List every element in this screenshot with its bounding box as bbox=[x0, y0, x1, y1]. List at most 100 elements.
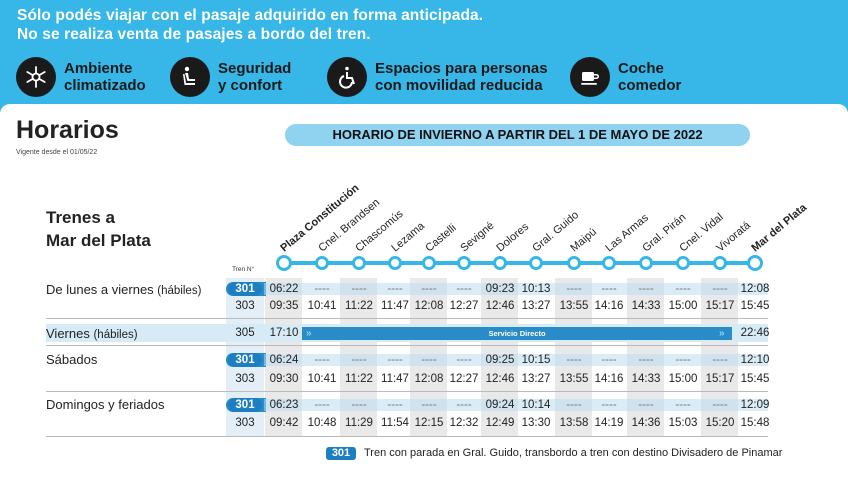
time-cell: 06:23 bbox=[269, 399, 299, 411]
time-cell: 12:32 bbox=[449, 417, 479, 429]
sundays-label: Domingos y feriados bbox=[46, 397, 165, 412]
row-highlight bbox=[264, 354, 768, 366]
time-cell: ---- bbox=[712, 399, 728, 411]
time-cell: 06:24 bbox=[269, 354, 299, 366]
time-cell: 15:00 bbox=[668, 373, 698, 385]
time-cell: 12:27 bbox=[449, 300, 479, 312]
seat-icon bbox=[170, 57, 210, 97]
route-line bbox=[284, 261, 754, 265]
time-cell: 10:41 bbox=[307, 300, 337, 312]
time-cell: ---- bbox=[566, 399, 582, 411]
time-cell: 09:25 bbox=[485, 354, 515, 366]
row-separator bbox=[46, 318, 768, 319]
time-cell: 12:15 bbox=[414, 417, 444, 429]
sundays-label-text: Domingos y feriados bbox=[46, 397, 165, 412]
time-cell: ---- bbox=[421, 399, 437, 411]
time-cell: ---- bbox=[675, 399, 691, 411]
train-badge: 301 bbox=[228, 353, 262, 367]
feature-accessibility-line2: con movilidad reducida bbox=[375, 77, 543, 94]
time-cell: 12:49 bbox=[485, 417, 515, 429]
time-cell: 10:48 bbox=[307, 417, 337, 429]
time-cell: ---- bbox=[601, 399, 617, 411]
time-cell: 09:23 bbox=[485, 283, 515, 295]
saturdays-label-text: Sábados bbox=[46, 352, 98, 367]
time-cell: ---- bbox=[314, 354, 330, 366]
station-stop bbox=[276, 255, 292, 271]
time-cell: 15:17 bbox=[705, 300, 735, 312]
route-title-line2: Mar del Plata bbox=[46, 231, 151, 250]
station-stop bbox=[493, 256, 507, 270]
time-cell: ---- bbox=[421, 354, 437, 366]
time-cell: 12:08 bbox=[414, 373, 444, 385]
banner-line-1: Sólo podés viajar con el pasaje adquirid… bbox=[17, 7, 484, 24]
page-title: Horarios bbox=[16, 116, 119, 144]
time-cell: 09:30 bbox=[269, 373, 299, 385]
info-banner: Sólo podés viajar con el pasaje adquirid… bbox=[0, 0, 848, 112]
time-cell: 15:20 bbox=[705, 417, 735, 429]
feature-accessibility-line1: Espacios para personas bbox=[375, 60, 548, 77]
time-cell: 14:36 bbox=[631, 417, 661, 429]
time-cell: ---- bbox=[387, 399, 403, 411]
time-cell: 12:09 bbox=[740, 399, 770, 411]
train-number: 305 bbox=[235, 327, 255, 339]
time-cell: 12:46 bbox=[485, 373, 515, 385]
time-cell: 14:16 bbox=[594, 373, 624, 385]
time-cell: ---- bbox=[351, 283, 367, 295]
station-stop bbox=[422, 256, 436, 270]
station-stop bbox=[676, 256, 690, 270]
time-cell: ---- bbox=[387, 283, 403, 295]
row-highlight bbox=[264, 399, 768, 411]
train-badge: 301 bbox=[228, 282, 262, 296]
time-cell: 06:22 bbox=[269, 283, 299, 295]
time-cell: ---- bbox=[566, 283, 582, 295]
station-stop bbox=[388, 256, 402, 270]
departure-time: 17:10 bbox=[269, 327, 299, 339]
weekdays-label-qualifier: (hábiles) bbox=[157, 285, 202, 297]
time-cell: 10:41 bbox=[307, 373, 337, 385]
direct-service-bar bbox=[302, 327, 732, 340]
row-separator bbox=[46, 391, 768, 392]
time-cell: 11:47 bbox=[381, 373, 409, 385]
time-cell: 11:54 bbox=[381, 417, 409, 429]
chevron-right-icon: » bbox=[306, 328, 312, 339]
feature-seat-line1: Seguridad bbox=[218, 60, 292, 77]
time-cell: ---- bbox=[638, 354, 654, 366]
time-cell: ---- bbox=[675, 283, 691, 295]
season-badge: HORARIO DE INVIERNO A PARTIR DEL 1 DE MA… bbox=[285, 124, 750, 146]
time-cell: ---- bbox=[675, 354, 691, 366]
feature-dining-line2: comedor bbox=[618, 77, 682, 94]
time-cell: ---- bbox=[314, 283, 330, 295]
time-cell: 13:30 bbox=[521, 417, 551, 429]
station-stop bbox=[567, 256, 581, 270]
time-cell: 15:48 bbox=[740, 417, 770, 429]
row-highlight bbox=[264, 283, 768, 295]
time-cell: 13:27 bbox=[521, 373, 551, 385]
feature-dining-line1: Coche bbox=[618, 60, 664, 77]
direct-service-label: Servicio Directo bbox=[488, 329, 546, 338]
time-cell: 14:33 bbox=[631, 373, 661, 385]
legend-text: Tren con parada en Gral. Guido, transbor… bbox=[364, 447, 783, 459]
time-cell: ---- bbox=[421, 283, 437, 295]
station-stop bbox=[315, 256, 329, 270]
wheelchair-icon bbox=[327, 57, 367, 97]
feature-ac-line2: climatizado bbox=[64, 77, 146, 94]
time-cell: ---- bbox=[351, 354, 367, 366]
time-cell: ---- bbox=[601, 354, 617, 366]
station-stop bbox=[457, 256, 471, 270]
time-cell: 15:17 bbox=[705, 373, 735, 385]
saturdays-label: Sábados bbox=[46, 352, 97, 367]
time-cell: 09:42 bbox=[269, 417, 299, 429]
feature-seat-line2: y confort bbox=[218, 77, 283, 94]
time-cell: 11:47 bbox=[381, 300, 409, 312]
fridays-label: Viernes (hábiles) bbox=[46, 326, 138, 341]
train-number: 303 bbox=[235, 300, 255, 312]
ac-icon bbox=[16, 57, 56, 97]
time-cell: 11:22 bbox=[345, 300, 373, 312]
time-cell: ---- bbox=[712, 354, 728, 366]
time-cell: ---- bbox=[638, 399, 654, 411]
row-separator bbox=[46, 345, 768, 346]
time-cell: ---- bbox=[387, 354, 403, 366]
time-cell: 12:08 bbox=[414, 300, 444, 312]
time-cell: 13:55 bbox=[559, 373, 589, 385]
time-cell: 12:08 bbox=[740, 283, 770, 295]
